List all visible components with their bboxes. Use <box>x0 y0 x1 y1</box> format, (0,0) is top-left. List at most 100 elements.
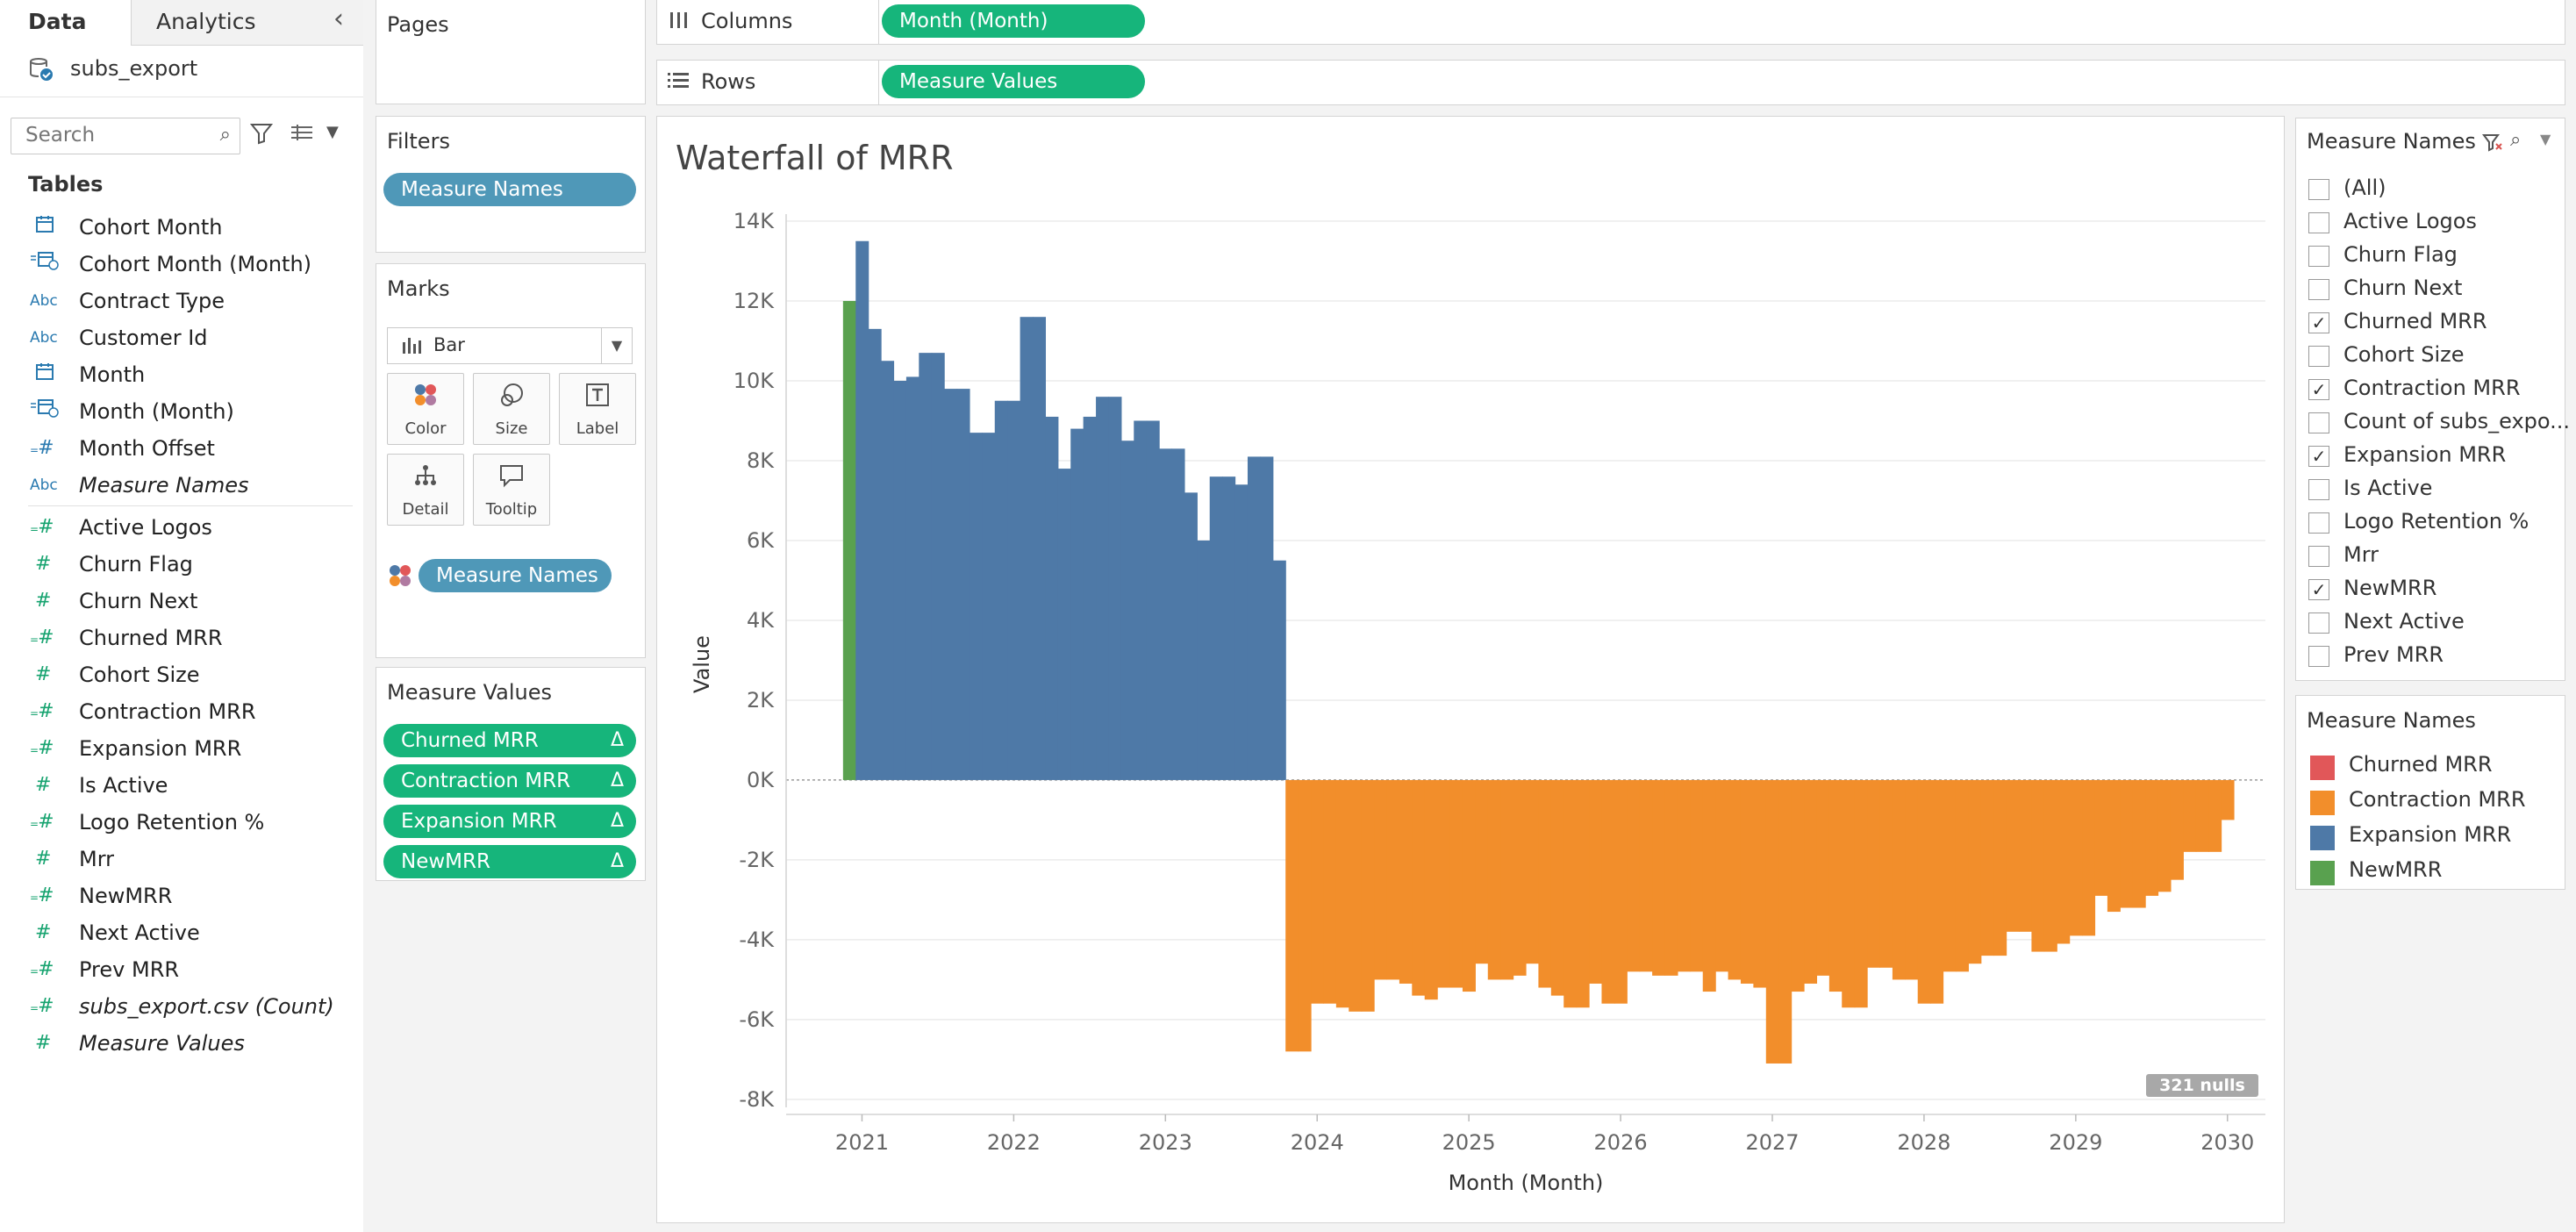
field-item[interactable]: # Next Active <box>0 914 363 951</box>
rows-shelf[interactable]: Rows Measure Values <box>656 60 2565 105</box>
y-tick-label: -2K <box>739 848 775 872</box>
measure-values-card[interactable]: Measure Values Churned MRR Δ Contraction … <box>376 667 646 881</box>
bar <box>1007 400 1021 780</box>
field-label: Churned MRR <box>79 626 223 650</box>
field-item[interactable]: =# Prev MRR <box>0 951 363 988</box>
marks-color-pill[interactable]: Measure Names <box>419 559 612 592</box>
x-tick-label: 2029 <box>2049 1130 2102 1155</box>
measure-value-pill[interactable]: Churned MRR Δ <box>383 724 636 757</box>
field-item[interactable]: Month <box>0 356 363 393</box>
filter-item-label: Churn Next <box>2343 276 2463 300</box>
field-item[interactable]: Cohort Month <box>0 209 363 246</box>
checkbox-checked[interactable]: ✓ <box>2308 579 2329 600</box>
clear-filter-icon[interactable] <box>2482 133 2503 155</box>
field-item[interactable]: Cohort Month (Month) <box>0 246 363 283</box>
chevron-left-icon[interactable]: ‹ <box>333 4 344 34</box>
bar <box>1033 317 1047 780</box>
chart-title: Waterfall of MRR <box>676 139 954 177</box>
field-item[interactable]: =# Logo Retention % <box>0 804 363 841</box>
checkbox[interactable] <box>2308 612 2329 634</box>
measure-value-pill[interactable]: NewMRR Δ <box>383 845 636 878</box>
dropdown-caret-icon[interactable]: ▼ <box>326 123 339 141</box>
rows-pill[interactable]: Measure Values <box>882 65 1145 98</box>
legend-title: Measure Names <box>2307 708 2476 733</box>
measure-names-filter-card[interactable]: Measure Names ⌕ ▼ (All) Active Logos Churn… <box>2295 118 2570 681</box>
search-icon[interactable]: ⌕ <box>219 124 231 146</box>
bar <box>1323 779 1337 1004</box>
field-item[interactable]: # Is Active <box>0 767 363 804</box>
field-item[interactable]: # Mrr <box>0 841 363 877</box>
marks-card[interactable]: Marks Bar ▼ Color Size Label Detail Tool… <box>376 263 646 658</box>
filter-item-label: Expansion MRR <box>2343 442 2507 467</box>
tables-heading: Tables <box>28 172 104 197</box>
bar <box>1209 476 1223 780</box>
color-legend-card[interactable]: Measure Names Churned MRR Contraction MRR… <box>2295 695 2565 890</box>
checkbox-checked[interactable]: ✓ <box>2308 312 2329 333</box>
measure-value-pill[interactable]: Contraction MRR Δ <box>383 764 636 798</box>
field-item[interactable]: # Churn Flag <box>0 546 363 583</box>
measure-value-pill[interactable]: Expansion MRR Δ <box>383 805 636 838</box>
checkbox[interactable] <box>2308 179 2329 200</box>
field-item[interactable]: Abc Measure Names <box>0 467 363 504</box>
tab-analytics[interactable]: Analytics <box>132 0 363 46</box>
pages-card[interactable]: Pages <box>376 0 646 104</box>
datasource-name[interactable]: subs_export <box>70 56 198 81</box>
checkbox[interactable] <box>2308 212 2329 233</box>
filter-item-label: Churn Flag <box>2343 242 2458 267</box>
field-item[interactable]: # Churn Next <box>0 583 363 620</box>
marks-title: Marks <box>387 276 450 301</box>
search-icon[interactable]: ⌕ <box>2510 129 2522 151</box>
y-tick-label: 2K <box>747 688 775 713</box>
field-item[interactable]: # Cohort Size <box>0 656 363 693</box>
bar <box>1589 779 1603 984</box>
label-button[interactable]: Label <box>559 373 636 445</box>
size-button[interactable]: Size <box>473 373 550 445</box>
field-item[interactable]: =# Expansion MRR <box>0 730 363 767</box>
checkbox-checked[interactable]: ✓ <box>2308 379 2329 400</box>
chart-svg[interactable]: 14K 12K 10K 8K 6K 4K 2K 0K -2K -4K -6K -8K 2021 2022 2… <box>656 116 2283 1221</box>
field-item[interactable]: Abc Contract Type <box>0 283 363 319</box>
field-item[interactable]: Month (Month) <box>0 393 363 430</box>
field-label: Is Active <box>79 773 168 798</box>
tooltip-button[interactable]: Tooltip <box>473 454 550 526</box>
checkbox[interactable] <box>2308 412 2329 433</box>
checkbox[interactable] <box>2308 279 2329 300</box>
columns-shelf[interactable]: Columns Month (Month) <box>656 0 2565 45</box>
checkbox-checked[interactable]: ✓ <box>2308 446 2329 467</box>
search-input[interactable] <box>11 118 211 152</box>
field-item[interactable]: =# Month Offset <box>0 430 363 467</box>
view-toggle-icon[interactable] <box>290 123 314 147</box>
bar <box>1412 779 1426 996</box>
checkbox[interactable] <box>2308 546 2329 567</box>
nulls-badge[interactable]: 321 nulls <box>2146 1074 2258 1097</box>
tab-data[interactable]: Data <box>0 0 132 46</box>
mark-type-dropdown[interactable]: Bar ▼ <box>387 327 633 364</box>
bar <box>1854 779 1868 1008</box>
filter-pill-measure-names[interactable]: Measure Names <box>383 173 636 206</box>
field-item[interactable]: =# NewMRR <box>0 877 363 914</box>
checkbox[interactable] <box>2308 479 2329 500</box>
bar <box>1500 779 1514 980</box>
field-item[interactable]: =# subs_export.csv (Count) <box>0 988 363 1025</box>
field-item[interactable]: =# Churned MRR <box>0 620 363 656</box>
field-item[interactable]: =# Active Logos <box>0 509 363 546</box>
bar <box>1740 779 1754 984</box>
card-menu-icon[interactable]: ▼ <box>2540 131 2551 147</box>
field-item[interactable]: =# Contraction MRR <box>0 693 363 730</box>
field-item[interactable]: # Measure Values <box>0 1025 363 1062</box>
filter-icon[interactable] <box>249 121 274 149</box>
color-button[interactable]: Color <box>387 373 464 445</box>
columns-pill[interactable]: Month (Month) <box>882 4 1145 38</box>
chevron-down-icon[interactable]: ▼ <box>601 328 632 363</box>
search-box[interactable]: ⌕ <box>11 118 240 154</box>
field-label: Prev MRR <box>79 957 180 982</box>
filters-card[interactable]: Filters Measure Names <box>376 116 646 253</box>
checkbox[interactable] <box>2308 246 2329 267</box>
checkbox[interactable] <box>2308 646 2329 667</box>
field-item[interactable]: Abc Customer Id <box>0 319 363 356</box>
detail-button[interactable]: Detail <box>387 454 464 526</box>
bar <box>1462 779 1476 992</box>
bar <box>1955 779 1969 972</box>
checkbox[interactable] <box>2308 512 2329 534</box>
checkbox[interactable] <box>2308 346 2329 367</box>
